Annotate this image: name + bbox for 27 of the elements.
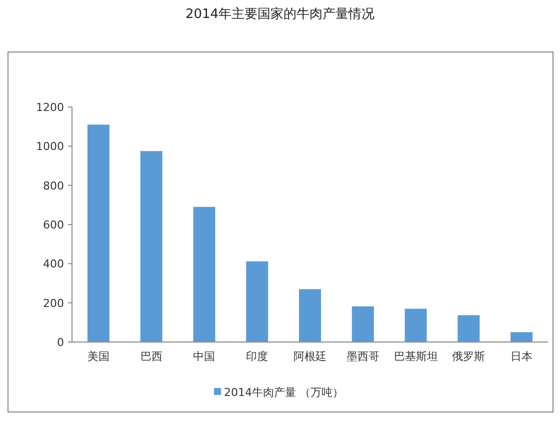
- x-tick-label: 印度: [246, 350, 268, 363]
- y-tick-label: 1200: [36, 101, 64, 114]
- x-tick-label: 阿根廷: [294, 350, 326, 363]
- y-tick-label: 0: [57, 336, 64, 349]
- bar: [299, 289, 321, 342]
- y-tick-label: 400: [43, 258, 64, 271]
- y-tick-label: 800: [43, 179, 64, 192]
- y-tick-label: 200: [43, 296, 64, 310]
- bar: [352, 306, 374, 342]
- x-tick-label: 美国: [87, 350, 110, 363]
- y-tick-label: 1000: [36, 140, 64, 154]
- x-tick-label: 日本: [510, 350, 533, 363]
- bar: [458, 315, 480, 342]
- x-tick-label: 巴基斯坦: [394, 350, 438, 363]
- bar: [193, 206, 216, 342]
- y-tick-label: 600: [43, 218, 64, 232]
- bar: [404, 308, 427, 342]
- bar: [87, 124, 110, 342]
- chart-title: 2014年主要国家的牛肉产量情况: [185, 6, 375, 22]
- x-tick-label: 巴西: [140, 350, 162, 363]
- bar: [140, 151, 162, 342]
- x-tick-label: 墨西哥: [346, 350, 380, 363]
- bar: [246, 261, 268, 342]
- x-tick-label: 中国: [193, 350, 216, 363]
- legend-label: 2014牛肉产量 （万吨）: [224, 386, 344, 399]
- bar: [510, 332, 533, 342]
- x-tick-label: 俄罗斯: [452, 350, 486, 363]
